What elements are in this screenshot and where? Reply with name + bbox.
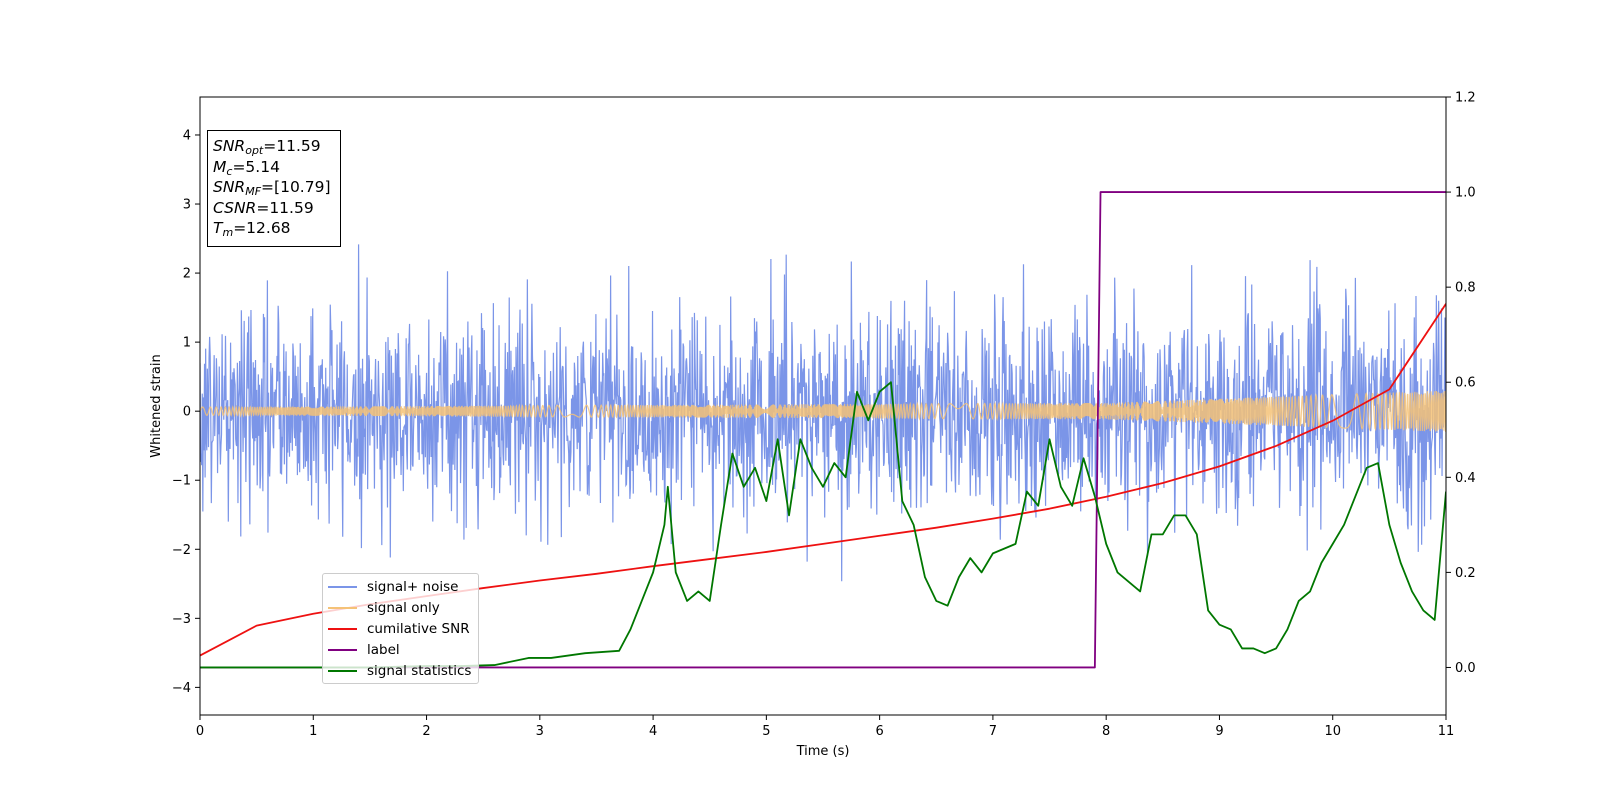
legend-swatch bbox=[328, 586, 357, 589]
x-tick-label: 3 bbox=[536, 724, 544, 739]
legend-item-signal-statistics: signal statistics bbox=[328, 660, 478, 681]
x-tick-label: 11 bbox=[1438, 724, 1455, 739]
legend-label: cumilative SNR bbox=[367, 620, 470, 637]
y-left-tick-label: 4 bbox=[183, 128, 191, 143]
x-tick-label: 5 bbox=[762, 724, 770, 739]
y-left-tick-label: −1 bbox=[172, 474, 191, 489]
annotation-snr-opt: SNRopt=11.59 bbox=[213, 137, 321, 157]
legend-label: signal statistics bbox=[367, 662, 472, 679]
y-left-tick-label: −2 bbox=[172, 543, 191, 558]
series-signal-statistics bbox=[200, 381, 1446, 669]
y-left-tick-label: 0 bbox=[183, 405, 191, 420]
series-label bbox=[200, 191, 1446, 669]
legend-swatch bbox=[328, 627, 357, 630]
x-tick-label: 10 bbox=[1324, 724, 1341, 739]
legend-label: signal+ noise bbox=[367, 579, 459, 596]
annotation-snr-mf: SNRMF=[10.79] bbox=[213, 178, 331, 198]
x-tick-label: 0 bbox=[196, 724, 204, 739]
legend-item-signal-noise: signal+ noise bbox=[328, 577, 478, 598]
y-right-tick-label: 0.0 bbox=[1455, 661, 1476, 676]
y-right-tick-label: 1.0 bbox=[1455, 186, 1476, 201]
x-tick-label: 4 bbox=[649, 724, 657, 739]
legend-label: signal only bbox=[367, 600, 440, 617]
legend-swatch bbox=[328, 648, 357, 651]
y-axis-label: Whitened strain bbox=[149, 354, 164, 457]
x-axis-label: Time (s) bbox=[796, 744, 850, 759]
y-left-tick-label: 3 bbox=[183, 198, 191, 213]
plot-frame bbox=[199, 96, 1447, 716]
x-tick-label: 6 bbox=[875, 724, 883, 739]
legend-swatch bbox=[328, 669, 357, 672]
x-tick-label: 1 bbox=[309, 724, 317, 739]
x-tick-label: 2 bbox=[422, 724, 430, 739]
annotation-csnr: CSNR=11.59 bbox=[213, 198, 314, 217]
annotation-box: SNRopt=11.59 Mc=5.14 SNRMF=[10.79] CSNR=… bbox=[207, 130, 341, 247]
series-signal-only bbox=[200, 390, 1446, 432]
legend-item-signal-only: signal only bbox=[328, 598, 478, 619]
x-tick-label: 9 bbox=[1215, 724, 1223, 739]
legend-label: label bbox=[367, 641, 400, 658]
x-tick-label: 8 bbox=[1102, 724, 1110, 739]
x-tick-label: 7 bbox=[989, 724, 997, 739]
y-right-tick-label: 0.4 bbox=[1455, 471, 1476, 486]
series-signal-noise bbox=[200, 244, 1446, 582]
y-left-tick-label: −3 bbox=[172, 612, 191, 627]
legend-item-cumulative-snr: cumilative SNR bbox=[328, 619, 478, 640]
legend-item-label: label bbox=[328, 639, 478, 660]
annotation-mc: Mc=5.14 bbox=[213, 157, 280, 178]
legend: signal+ noise signal only cumilative SNR… bbox=[322, 573, 479, 684]
y-left-tick-label: 1 bbox=[183, 336, 191, 351]
legend-swatch bbox=[328, 607, 357, 610]
y-left-tick-label: −4 bbox=[172, 681, 191, 696]
y-right-tick-label: 1.2 bbox=[1455, 91, 1476, 106]
y-right-tick-label: 0.8 bbox=[1455, 281, 1476, 296]
y-left-tick-label: 2 bbox=[183, 267, 191, 282]
y-right-tick-label: 0.2 bbox=[1455, 566, 1476, 581]
annotation-tm: Tm=12.68 bbox=[213, 219, 291, 239]
y-right-tick-label: 0.6 bbox=[1455, 376, 1476, 391]
